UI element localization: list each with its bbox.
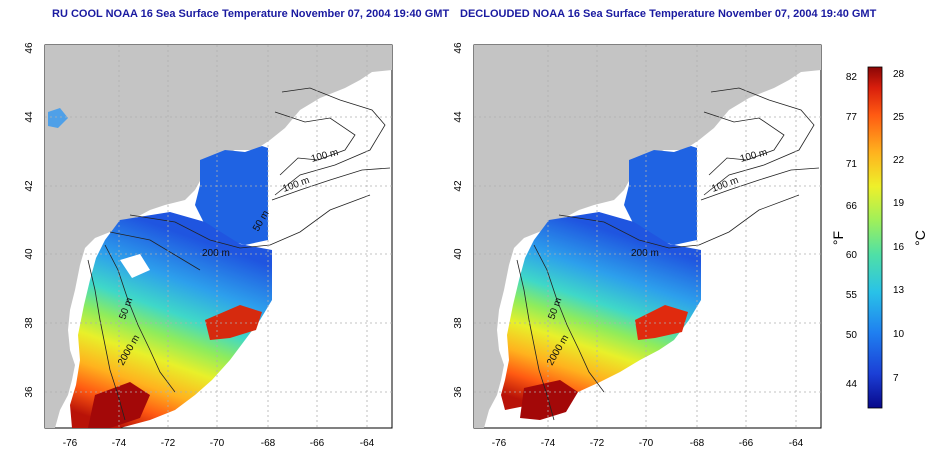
fahrenheit-tick: 60 [846, 250, 858, 261]
celsius-tick: 28 [893, 69, 905, 80]
celsius-tick: 7 [893, 373, 899, 384]
left-lake-patch [48, 108, 68, 128]
right-lat-tick: 42 [453, 180, 464, 192]
right-sst-gulf-of-maine [624, 146, 697, 245]
left-graticule [45, 45, 392, 428]
right-sst-shelf [501, 212, 701, 410]
left-lat-tick: 46 [24, 42, 35, 54]
left-lon-tick: -64 [360, 438, 375, 449]
right-contour-label-200m: 200 m [631, 248, 659, 259]
left-map-panel: 100 m 100 m 50 m 200 m 50 m 2000 m -76 -… [24, 42, 393, 449]
temperature-colorbar: 82 77 71 66 60 55 50 44 28 25 22 19 16 1… [830, 66, 928, 409]
celsius-scale: 28 25 22 19 16 13 10 7 [893, 69, 905, 384]
right-lat-tick: 46 [453, 42, 464, 54]
celsius-tick: 13 [893, 285, 905, 296]
celsius-tick: 16 [893, 242, 905, 253]
right-cloud-mask [600, 360, 700, 420]
right-bathymetry-contours [516, 87, 820, 421]
right-hot-patch [520, 380, 578, 420]
left-lat-tick: 42 [24, 180, 35, 192]
right-lon-tick: -68 [690, 438, 705, 449]
fahrenheit-tick: 44 [846, 379, 858, 390]
left-lon-tick: -74 [112, 438, 127, 449]
fahrenheit-scale: 82 77 71 66 60 55 50 44 [846, 72, 858, 390]
right-landmass [474, 45, 821, 428]
right-lon-tick: -66 [739, 438, 754, 449]
left-landmass [45, 45, 392, 428]
left-lon-tick: -68 [261, 438, 276, 449]
fahrenheit-tick: 77 [846, 112, 858, 123]
left-cloud-mask [230, 330, 310, 420]
right-lon-tick: -74 [541, 438, 556, 449]
fahrenheit-label: °F [830, 231, 846, 245]
right-lon-tick: -72 [590, 438, 605, 449]
left-contour-label-200m: 200 m [202, 248, 230, 259]
left-lon-tick: -72 [161, 438, 176, 449]
right-lat-tick: 40 [453, 248, 464, 260]
right-lat-tick: 44 [453, 111, 464, 123]
fahrenheit-tick: 55 [846, 290, 858, 301]
celsius-label: °C [912, 230, 928, 246]
left-cloud-mask-2 [120, 254, 150, 278]
right-lat-tick: 38 [453, 317, 464, 329]
left-sst-gulf-of-maine [195, 146, 268, 245]
left-lon-tick: -70 [210, 438, 225, 449]
right-warm-patch [635, 305, 688, 340]
right-y-axis: 46 44 42 40 38 36 [453, 42, 464, 398]
left-sst-shelf [70, 212, 272, 428]
fahrenheit-tick: 66 [846, 201, 858, 212]
right-map-title: DECLOUDED NOAA 16 Sea Surface Temperatur… [460, 8, 877, 20]
fahrenheit-tick: 50 [846, 330, 858, 341]
fahrenheit-tick: 82 [846, 72, 858, 83]
celsius-tick: 19 [893, 198, 905, 209]
right-lon-tick: -64 [789, 438, 804, 449]
left-map-title: RU COOL NOAA 16 Sea Surface Temperature … [52, 8, 450, 20]
left-warm-patch [205, 305, 262, 340]
right-graticule [474, 45, 821, 428]
left-x-axis: -76 -74 -72 -70 -68 -66 -64 [63, 438, 375, 449]
right-x-axis: -76 -74 -72 -70 -68 -66 -64 [492, 438, 804, 449]
right-lon-tick: -70 [639, 438, 654, 449]
left-lat-tick: 38 [24, 317, 35, 329]
left-y-axis: 46 44 42 40 38 36 [24, 42, 35, 398]
celsius-tick: 22 [893, 155, 905, 166]
left-lat-tick: 40 [24, 248, 35, 260]
celsius-tick: 10 [893, 329, 905, 340]
left-lon-tick: -66 [310, 438, 325, 449]
left-lon-tick: -76 [63, 438, 78, 449]
left-bathymetry-contours [87, 87, 391, 421]
right-lon-tick: -76 [492, 438, 507, 449]
colorbar-gradient [867, 66, 883, 409]
left-lat-tick: 36 [24, 386, 35, 398]
right-map-panel: 100 m 100 m 200 m 50 m 2000 m -76 -74 -7… [453, 42, 822, 449]
fahrenheit-tick: 71 [846, 159, 858, 170]
right-lat-tick: 36 [453, 386, 464, 398]
celsius-tick: 25 [893, 112, 905, 123]
left-lat-tick: 44 [24, 111, 35, 123]
